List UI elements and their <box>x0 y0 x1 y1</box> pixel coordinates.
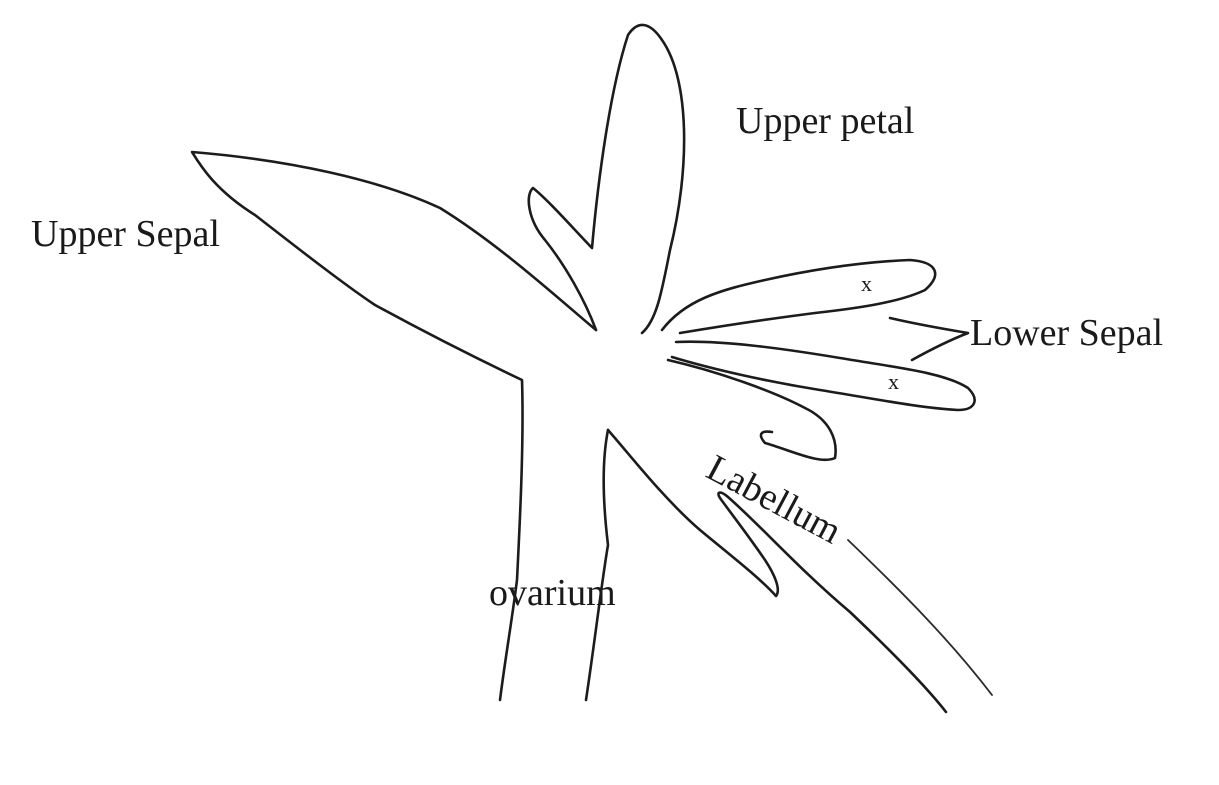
labellum-right-outline <box>847 539 993 696</box>
stem-right-outline <box>584 428 610 702</box>
lower-lobe-x-mark: x <box>888 369 899 394</box>
lower-sepal-upper-lobe-outline <box>660 258 937 335</box>
upper-petal-outline <box>527 23 686 335</box>
lower-sepal-pointer <box>888 316 970 362</box>
labellum-lower-left-outline <box>606 428 948 714</box>
upper-sepal-label: Upper Sepal <box>31 213 220 255</box>
ovarium-label: ovarium <box>489 572 616 614</box>
labellum-outline <box>666 358 837 462</box>
lower-sepal-lower-lobe-outline <box>670 340 976 412</box>
lower-sepal-label: Lower Sepal <box>970 312 1163 354</box>
upper-sepal-outline <box>190 150 598 702</box>
upper-petal-label: Upper petal <box>736 100 914 142</box>
upper-lobe-x-mark: x <box>861 271 872 296</box>
